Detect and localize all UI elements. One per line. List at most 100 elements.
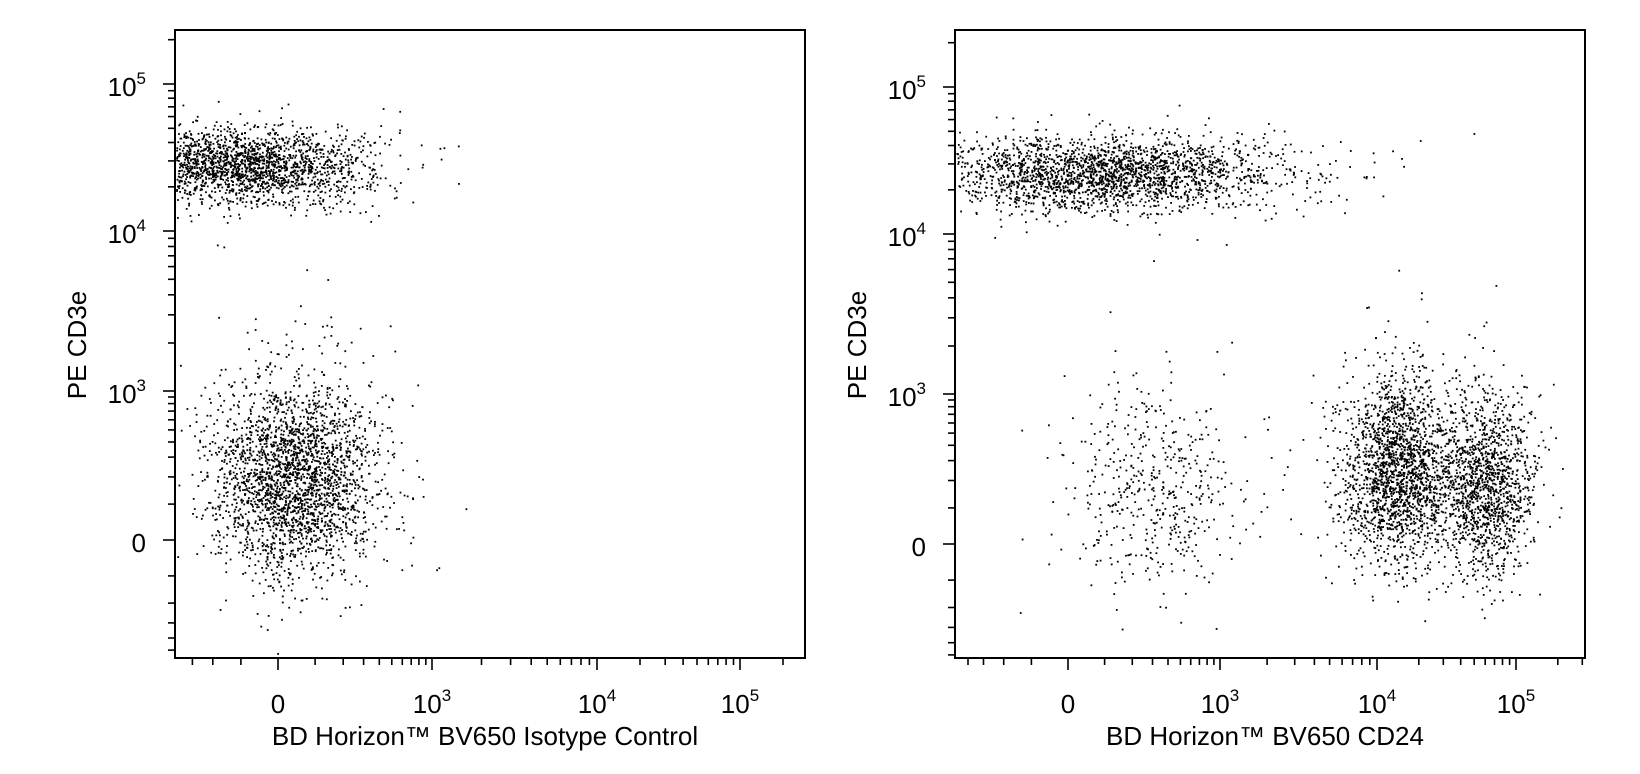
data-point bbox=[296, 485, 299, 488]
data-point bbox=[341, 166, 343, 168]
data-point bbox=[340, 170, 343, 173]
data-point bbox=[330, 451, 333, 454]
data-point bbox=[342, 459, 345, 461]
data-point bbox=[282, 452, 285, 455]
data-point bbox=[320, 502, 323, 505]
data-point bbox=[1113, 189, 1116, 192]
data-point bbox=[267, 468, 269, 470]
data-point bbox=[1060, 155, 1062, 158]
data-point bbox=[286, 514, 289, 516]
data-point bbox=[225, 138, 228, 141]
data-point bbox=[273, 554, 275, 556]
data-point bbox=[208, 398, 211, 400]
data-point bbox=[280, 418, 283, 421]
data-point bbox=[341, 537, 343, 540]
data-point bbox=[333, 164, 336, 166]
data-point bbox=[193, 187, 196, 189]
data-point bbox=[262, 479, 265, 481]
data-point bbox=[281, 486, 284, 489]
data-point bbox=[246, 195, 249, 197]
data-point bbox=[313, 436, 316, 439]
data-point bbox=[273, 395, 276, 398]
data-point bbox=[321, 190, 323, 193]
data-point bbox=[1187, 204, 1190, 206]
data-point bbox=[327, 184, 330, 186]
data-point bbox=[212, 174, 214, 176]
data-point bbox=[226, 436, 229, 439]
data-point bbox=[236, 153, 239, 156]
data-point bbox=[269, 529, 272, 532]
data-point bbox=[296, 532, 299, 535]
data-point bbox=[292, 431, 295, 434]
data-point bbox=[297, 406, 300, 409]
data-point bbox=[267, 488, 270, 490]
data-point bbox=[193, 144, 195, 147]
data-point bbox=[295, 538, 297, 540]
data-point bbox=[319, 471, 322, 474]
data-point bbox=[969, 199, 972, 202]
data-point bbox=[347, 174, 350, 176]
data-point bbox=[263, 592, 265, 595]
data-point bbox=[356, 534, 358, 537]
data-point bbox=[337, 167, 340, 170]
data-point bbox=[333, 468, 336, 471]
data-point bbox=[312, 513, 315, 515]
data-point bbox=[212, 134, 214, 137]
data-point bbox=[235, 446, 238, 448]
data-point bbox=[273, 163, 275, 166]
data-point bbox=[295, 370, 298, 373]
data-point bbox=[248, 417, 250, 419]
data-point bbox=[276, 474, 278, 477]
data-point bbox=[203, 160, 206, 162]
data-point bbox=[205, 147, 207, 150]
data-point bbox=[976, 160, 979, 163]
data-point bbox=[292, 420, 295, 423]
data-point bbox=[267, 552, 269, 555]
data-point bbox=[264, 126, 267, 129]
data-point bbox=[227, 126, 229, 129]
data-point bbox=[366, 502, 369, 504]
data-point bbox=[229, 472, 232, 475]
data-point bbox=[295, 459, 297, 462]
data-point bbox=[249, 179, 252, 182]
data-point bbox=[319, 497, 321, 500]
data-point bbox=[278, 522, 280, 525]
data-point bbox=[381, 429, 384, 432]
data-point bbox=[282, 138, 285, 141]
data-point bbox=[265, 560, 268, 563]
data-point bbox=[330, 469, 332, 471]
data-point bbox=[310, 416, 313, 419]
data-point bbox=[314, 476, 317, 479]
data-point bbox=[301, 157, 303, 160]
data-point bbox=[298, 531, 300, 534]
data-point bbox=[237, 522, 240, 524]
data-point bbox=[258, 538, 261, 541]
data-point bbox=[345, 450, 348, 453]
data-point bbox=[291, 487, 294, 490]
data-point bbox=[209, 143, 212, 146]
data-point bbox=[350, 178, 353, 181]
data-point bbox=[284, 391, 287, 394]
data-point bbox=[185, 157, 188, 159]
data-point bbox=[325, 535, 328, 538]
data-point bbox=[349, 394, 352, 397]
data-point bbox=[281, 476, 283, 479]
data-point bbox=[263, 471, 266, 473]
data-point bbox=[278, 581, 281, 584]
data-point bbox=[326, 492, 328, 495]
data-point bbox=[297, 523, 300, 526]
data-point bbox=[284, 474, 286, 476]
data-point bbox=[315, 445, 318, 448]
data-point bbox=[304, 323, 307, 325]
data-point bbox=[310, 426, 312, 428]
data-point bbox=[320, 156, 323, 158]
data-point bbox=[290, 173, 292, 175]
data-point bbox=[238, 400, 240, 403]
data-point bbox=[298, 384, 301, 387]
data-point bbox=[274, 490, 277, 493]
data-point bbox=[247, 532, 250, 535]
data-point bbox=[328, 532, 331, 535]
data-point bbox=[334, 531, 337, 534]
data-point bbox=[412, 201, 415, 204]
data-point bbox=[265, 435, 267, 437]
